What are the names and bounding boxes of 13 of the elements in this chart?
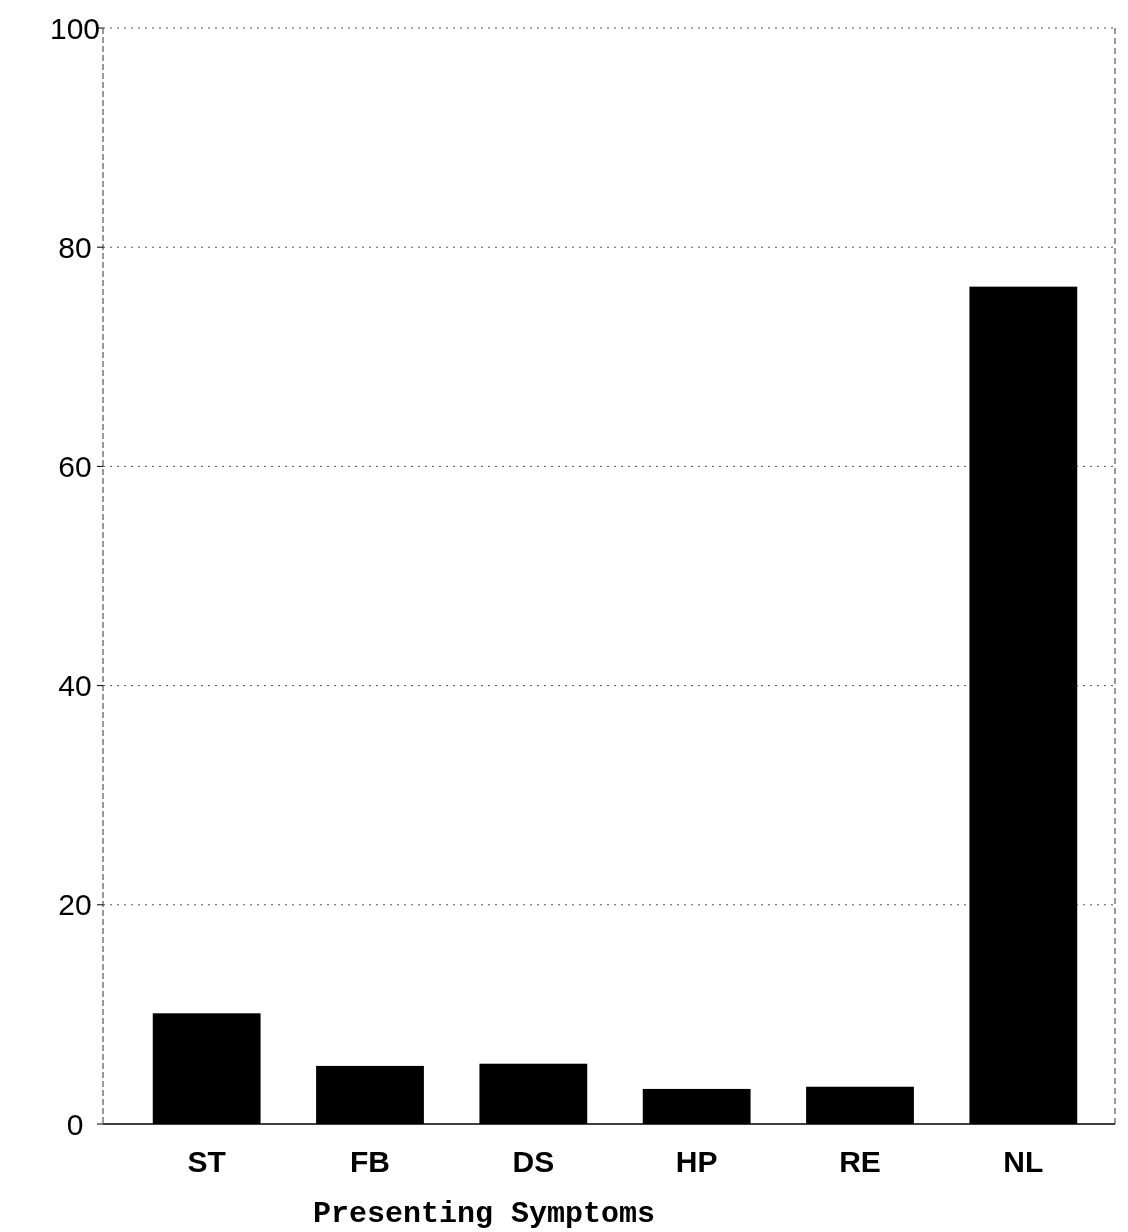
x-tick-label: ST <box>187 1145 226 1178</box>
x-axis-title: Presenting Symptoms <box>312 1197 656 1231</box>
y-tick-label: 0 <box>66 1107 84 1141</box>
x-tick-label: FB <box>350 1145 390 1178</box>
x-tick-label: NL <box>1003 1145 1044 1178</box>
x-tick-label: HP <box>675 1145 718 1178</box>
x-tick-label: RE <box>839 1145 881 1178</box>
y-tick-label: 20 <box>58 888 92 922</box>
y-tick-label: 40 <box>58 669 92 703</box>
y-tick-label: 60 <box>58 449 92 483</box>
y-tick-label: 100 <box>49 11 101 45</box>
y-tick-label: 80 <box>58 230 92 264</box>
x-tick-label: DS <box>512 1145 555 1178</box>
